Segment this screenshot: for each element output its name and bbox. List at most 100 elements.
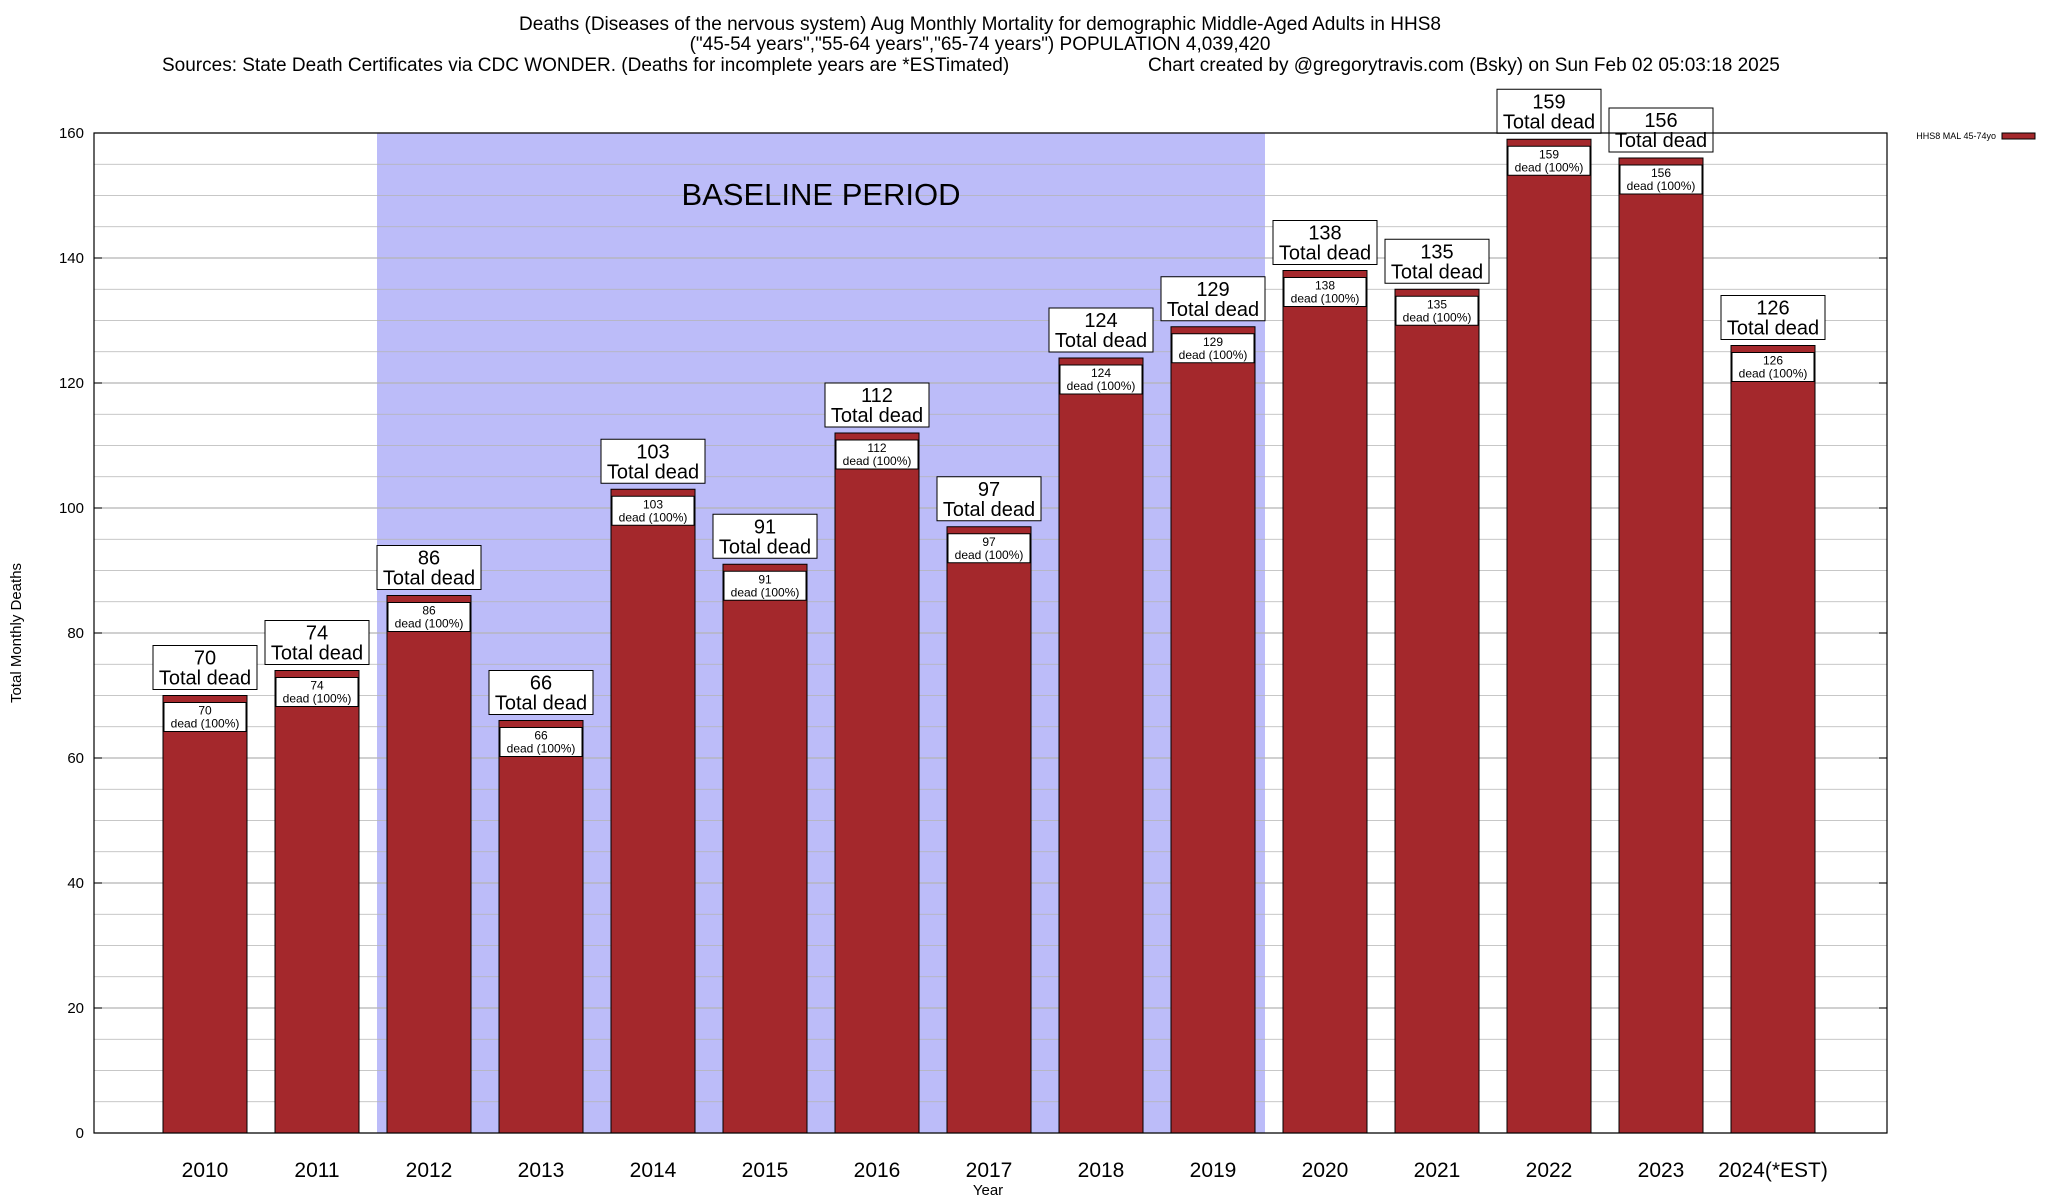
bar-top-value: 156 [1644, 110, 1677, 132]
bar [498, 720, 584, 1134]
bar-top-total-label: Total dead [159, 668, 251, 690]
legend-label: HHS8 MAL 45-74yo [1916, 131, 1996, 141]
bar [1506, 138, 1592, 1134]
bar-top-total-label: Total dead [1727, 318, 1819, 340]
bar-inner-percent: dead (100%) [1627, 179, 1696, 193]
bar-top-total-label: Total dead [831, 405, 923, 427]
bar [834, 432, 920, 1134]
bar-inner-label-box [1619, 164, 1703, 195]
bar-top-value: 129 [1196, 279, 1229, 301]
bar-inner-value: 86 [422, 604, 436, 618]
bar-inner-percent: dead (100%) [1515, 160, 1584, 174]
bar-inner-percent: dead (100%) [171, 717, 240, 731]
bar-top-value: 86 [418, 548, 440, 570]
bar-top-value: 138 [1308, 223, 1341, 245]
bar-inner-value: 66 [534, 729, 548, 743]
bar-top-label-box [1160, 276, 1266, 322]
bar-top-total-label: Total dead [719, 536, 811, 558]
y-tick-label: 80 [67, 625, 84, 642]
x-tick-label: 2017 [966, 1159, 1013, 1182]
chart-title-block: Deaths (Diseases of the nervous system) … [162, 14, 1780, 76]
bar-top-value: 91 [754, 516, 776, 538]
bar [1058, 357, 1144, 1134]
bar-inner-label-box [1059, 364, 1143, 395]
y-tick-label: 40 [67, 875, 84, 892]
bar-inner-percent: dead (100%) [283, 692, 352, 706]
bar-top-label-box [600, 438, 706, 484]
bar [386, 595, 472, 1134]
bar-top-label-box [1272, 220, 1378, 265]
bar-inner-label-box [499, 727, 583, 757]
bar [1618, 157, 1704, 1134]
bar-inner-percent: dead (100%) [1739, 367, 1808, 381]
bar-inner-value: 74 [310, 679, 324, 693]
x-tick-label: 2018 [1078, 1159, 1125, 1182]
bar-inner-label-box [1171, 333, 1255, 364]
bar-top-total-label: Total dead [271, 643, 363, 665]
x-tick-label: 2020 [1302, 1159, 1349, 1182]
bar-inner-percent: dead (100%) [731, 585, 800, 599]
legend: HHS8 MAL 45-74yo [1916, 131, 2036, 141]
bar-top-total-label: Total dead [943, 499, 1035, 521]
bar-inner-value: 156 [1651, 166, 1671, 180]
bar-top-label-box [1048, 307, 1154, 353]
y-tick-label: 160 [59, 125, 84, 142]
bar-inner-value: 91 [758, 572, 772, 586]
legend-swatch [2001, 132, 2036, 140]
bar [162, 695, 248, 1134]
bar-inner-percent: dead (100%) [395, 617, 464, 631]
x-tick-label: 2016 [854, 1159, 901, 1182]
bar-top-value: 70 [194, 648, 216, 670]
x-tick-label: 2015 [742, 1159, 789, 1182]
bar-inner-label-box [947, 533, 1031, 564]
bar [1394, 288, 1480, 1134]
bar-top-value: 97 [978, 479, 1000, 501]
bar-inner-value: 124 [1091, 366, 1111, 380]
bar-inner-percent: dead (100%) [1291, 292, 1360, 306]
bar-top-value: 135 [1420, 241, 1453, 263]
x-tick-label: 2010 [182, 1159, 229, 1182]
bar-top-total-label: Total dead [1055, 330, 1147, 352]
bar-top-label-box [1720, 295, 1826, 340]
bar [274, 670, 360, 1134]
bar-top-total-label: Total dead [1167, 299, 1259, 321]
x-tick-label: 2014 [630, 1159, 677, 1182]
bar [722, 563, 808, 1134]
bar-top-label-box [936, 476, 1042, 522]
x-tick-label: 2011 [294, 1159, 339, 1182]
bar [610, 488, 696, 1134]
x-tick-label: 2023 [1638, 1159, 1685, 1182]
bar-top-total-label: Total dead [1391, 261, 1483, 283]
bar-inner-percent: dead (100%) [619, 510, 688, 524]
bar-inner-percent: dead (100%) [1067, 379, 1136, 393]
bar-inner-label-box [1283, 277, 1367, 307]
y-axis-title: Total Monthly Deaths [8, 563, 25, 703]
bar-inner-label-box [611, 495, 695, 526]
bar-top-value: 159 [1532, 91, 1565, 113]
x-axis-title: Year [973, 1182, 1003, 1199]
bar-top-value: 103 [636, 441, 669, 463]
y-tick-label: 120 [59, 375, 84, 392]
bar-inner-value: 97 [982, 535, 996, 549]
bar-inner-value: 135 [1427, 297, 1447, 311]
y-tick-label: 140 [59, 250, 84, 267]
bar-inner-percent: dead (100%) [1403, 310, 1472, 324]
bar-top-label-box [488, 670, 594, 715]
bar [1170, 326, 1256, 1134]
bar-inner-value: 70 [198, 704, 212, 718]
bar [1730, 345, 1816, 1134]
x-tick-label: 2012 [406, 1159, 453, 1182]
bar-top-total-label: Total dead [607, 461, 699, 483]
bar-top-label-box [152, 645, 258, 690]
x-tick-label: 2024(*EST) [1718, 1159, 1828, 1182]
bar-top-label-box [1608, 107, 1714, 153]
bar-top-label-box [1384, 238, 1490, 284]
bar-inner-percent: dead (100%) [1179, 348, 1248, 362]
x-tick-label: 2019 [1190, 1159, 1237, 1182]
bar-top-total-label: Total dead [495, 693, 587, 715]
bar-top-label-box [264, 620, 370, 665]
bar-top-value: 66 [530, 673, 552, 695]
bar-top-total-label: Total dead [1615, 130, 1707, 152]
bar-inner-label-box [163, 702, 247, 732]
